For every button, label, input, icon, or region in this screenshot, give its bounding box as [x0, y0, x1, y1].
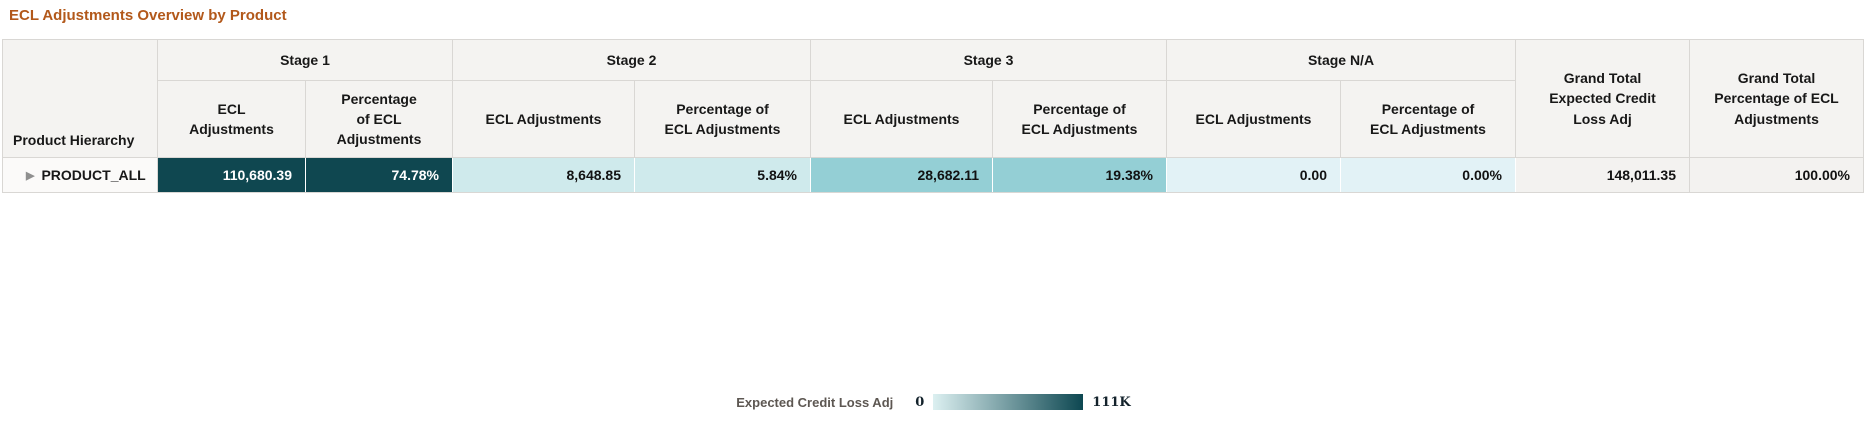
cell-stage2-pct[interactable]: 5.84%	[634, 157, 811, 193]
column-header-grand-total-ecl[interactable]: Grand Total Expected Credit Loss Adj	[1515, 39, 1690, 158]
cell-stagena-pct[interactable]: 0.00%	[1340, 157, 1516, 193]
legend-min-value: 0	[915, 394, 925, 410]
column-header-stage2-pct[interactable]: Percentage of ECL Adjustments	[634, 80, 811, 158]
column-header-stage2-ecl[interactable]: ECL Adjustments	[452, 80, 635, 158]
column-header-stage3-ecl[interactable]: ECL Adjustments	[810, 80, 993, 158]
page-title: ECL Adjustments Overview by Product	[9, 7, 287, 24]
cell-stage1-ecl[interactable]: 110,680.39	[157, 157, 306, 193]
cell-grand-total-ecl[interactable]: 148,011.35	[1515, 157, 1690, 193]
expand-arrow-icon[interactable]: ▶	[26, 170, 35, 182]
group-header-stage-1[interactable]: Stage 1	[157, 39, 453, 81]
color-legend: Expected Credit Loss Adj 0 111K	[0, 394, 1867, 410]
group-header-stage-na[interactable]: Stage N/A	[1166, 39, 1516, 81]
product-label: PRODUCT_ALL	[41, 167, 146, 183]
cell-grand-total-pct[interactable]: 100.00%	[1689, 157, 1864, 193]
column-header-stage1-ecl[interactable]: ECL Adjustments	[157, 80, 306, 158]
sub-header-row: ECL Adjustments Percentage of ECL Adjust…	[3, 80, 1864, 158]
column-header-stage3-pct[interactable]: Percentage of ECL Adjustments	[992, 80, 1167, 158]
cell-stage3-ecl[interactable]: 28,682.11	[810, 157, 993, 193]
cell-stage2-ecl[interactable]: 8,648.85	[452, 157, 635, 193]
column-header-stagena-ecl[interactable]: ECL Adjustments	[1166, 80, 1341, 158]
legend-max-value: 111K	[1092, 394, 1131, 410]
ecl-adjustments-table: Product Hierarchy Stage 1 Stage 2 Stage …	[2, 39, 1864, 193]
column-header-grand-total-pct[interactable]: Grand Total Percentage of ECL Adjustment…	[1689, 39, 1864, 158]
cell-stage3-pct[interactable]: 19.38%	[992, 157, 1167, 193]
cell-stagena-ecl[interactable]: 0.00	[1166, 157, 1341, 193]
group-header-stage-3[interactable]: Stage 3	[810, 39, 1167, 81]
group-header-stage-2[interactable]: Stage 2	[452, 39, 811, 81]
column-header-stagena-pct[interactable]: Percentage of ECL Adjustments	[1340, 80, 1516, 158]
row-header-product-all[interactable]: ▶ PRODUCT_ALL	[2, 157, 158, 193]
column-header-product-hierarchy[interactable]: Product Hierarchy	[2, 39, 158, 158]
column-header-stage1-pct[interactable]: Percentage of ECL Adjustments	[305, 80, 453, 158]
legend-gradient-bar	[933, 394, 1084, 410]
legend-label: Expected Credit Loss Adj	[736, 394, 894, 410]
cell-stage1-pct[interactable]: 74.78%	[305, 157, 453, 193]
table-row-product-all: ▶ PRODUCT_ALL 110,680.39 74.78% 8,648.85 …	[2, 157, 1864, 193]
group-header-row: Product Hierarchy Stage 1 Stage 2 Stage …	[2, 39, 1864, 158]
